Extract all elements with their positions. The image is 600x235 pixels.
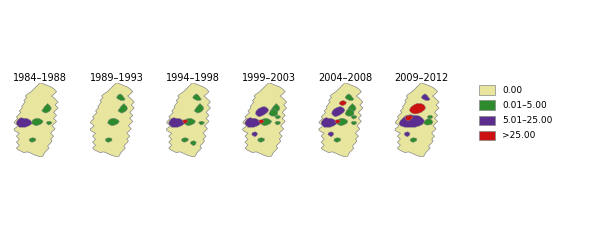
Polygon shape: [14, 83, 58, 157]
Polygon shape: [270, 103, 280, 113]
Polygon shape: [351, 115, 357, 119]
Polygon shape: [328, 132, 334, 137]
Polygon shape: [404, 132, 410, 137]
Polygon shape: [118, 103, 128, 113]
Title: 2009–2012: 2009–2012: [394, 73, 448, 82]
Polygon shape: [193, 94, 202, 101]
Polygon shape: [16, 118, 33, 127]
Polygon shape: [345, 94, 354, 101]
Polygon shape: [339, 101, 346, 106]
Polygon shape: [41, 103, 52, 113]
Legend: 0.00, 0.01–5.00, 5.01–25.00, >25.00: 0.00, 0.01–5.00, 5.01–25.00, >25.00: [479, 85, 553, 140]
Polygon shape: [169, 118, 185, 127]
Polygon shape: [346, 103, 356, 113]
Polygon shape: [256, 106, 269, 117]
Polygon shape: [351, 121, 357, 125]
Polygon shape: [336, 118, 348, 126]
Polygon shape: [107, 118, 119, 126]
Polygon shape: [184, 118, 196, 126]
Polygon shape: [275, 121, 281, 125]
Polygon shape: [182, 120, 188, 124]
Polygon shape: [243, 83, 287, 157]
Title: 1984–1988: 1984–1988: [13, 73, 67, 82]
Title: 1999–2003: 1999–2003: [242, 73, 296, 82]
Polygon shape: [321, 118, 338, 127]
Title: 2004–2008: 2004–2008: [318, 73, 372, 82]
Polygon shape: [345, 109, 354, 116]
Polygon shape: [424, 118, 433, 125]
Polygon shape: [421, 94, 430, 101]
Title: 1994–1998: 1994–1998: [166, 73, 220, 82]
Polygon shape: [334, 138, 341, 142]
Polygon shape: [259, 120, 265, 124]
Polygon shape: [194, 103, 204, 113]
Polygon shape: [31, 118, 43, 126]
Polygon shape: [427, 115, 433, 119]
Polygon shape: [116, 94, 125, 101]
Polygon shape: [335, 120, 341, 124]
Polygon shape: [332, 106, 345, 117]
Polygon shape: [410, 138, 417, 142]
Polygon shape: [181, 138, 188, 142]
Polygon shape: [245, 118, 262, 127]
Polygon shape: [29, 138, 36, 142]
Polygon shape: [319, 83, 363, 157]
Polygon shape: [257, 138, 265, 142]
Title: 1989–1993: 1989–1993: [89, 73, 143, 82]
Polygon shape: [199, 121, 205, 125]
Polygon shape: [105, 138, 112, 142]
Polygon shape: [275, 115, 281, 119]
Polygon shape: [405, 115, 412, 121]
Polygon shape: [260, 118, 272, 126]
Polygon shape: [190, 141, 196, 146]
Polygon shape: [167, 83, 211, 157]
Polygon shape: [269, 109, 278, 116]
Polygon shape: [395, 83, 439, 157]
Polygon shape: [409, 103, 425, 114]
Polygon shape: [46, 121, 52, 125]
Polygon shape: [399, 115, 425, 127]
Polygon shape: [91, 83, 134, 157]
Polygon shape: [251, 132, 257, 137]
